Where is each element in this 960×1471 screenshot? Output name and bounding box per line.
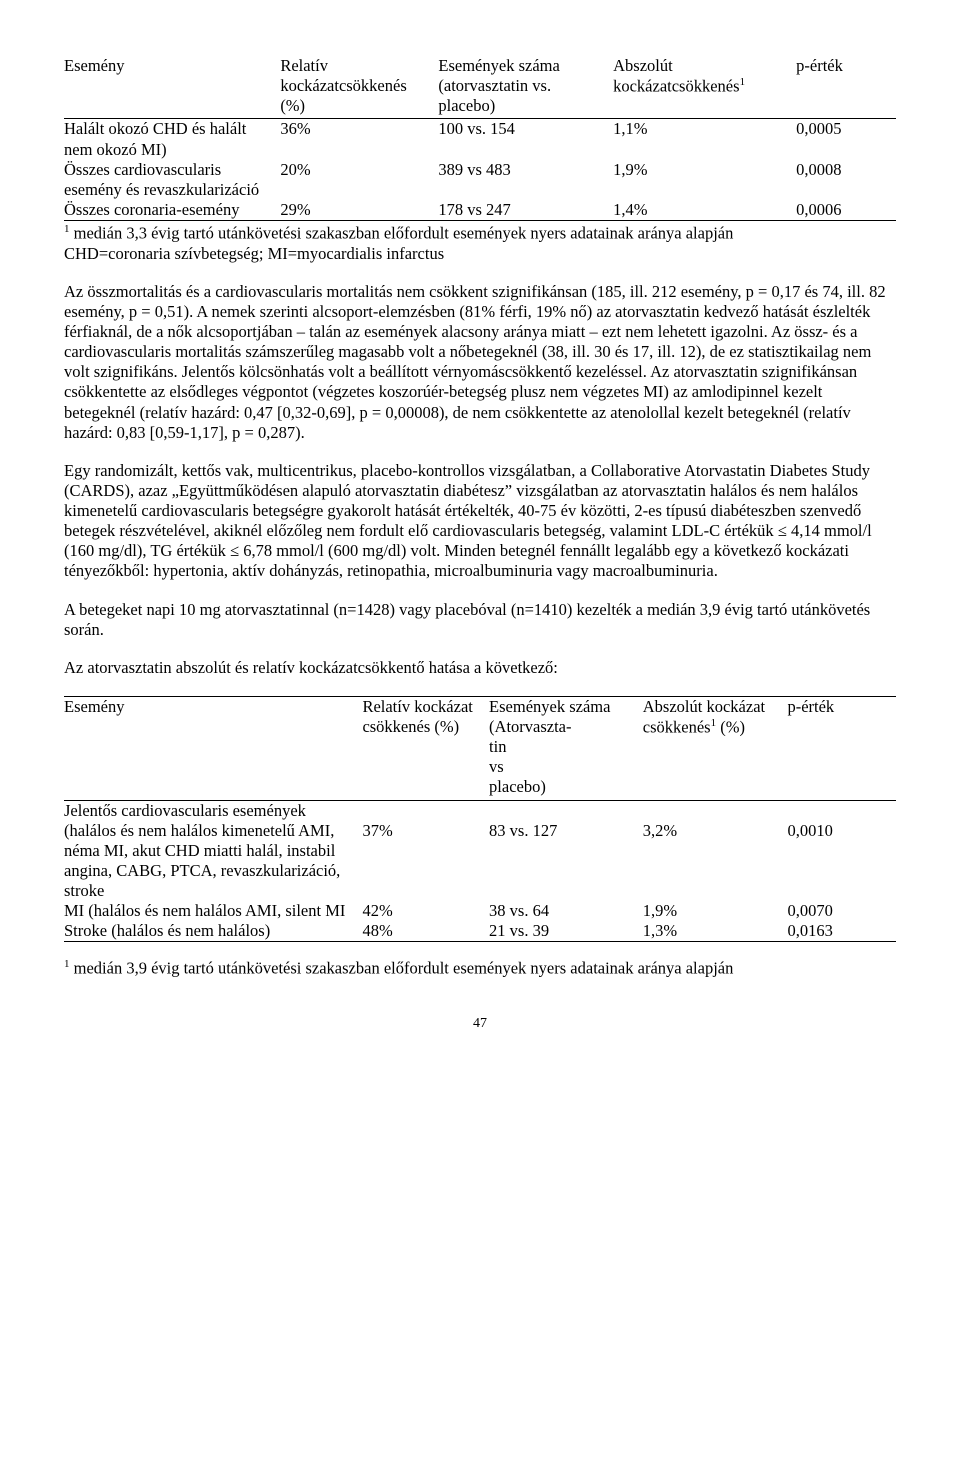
table-row: Stroke (halálos és nem halálos) 48% 21 v… — [64, 921, 896, 942]
table-header-row: Esemény Relatív kockázatcsökkenés (%) Es… — [64, 56, 896, 119]
table-row: Összes cardiovascularis esemény és revas… — [64, 160, 896, 200]
ascot-table: Esemény Relatív kockázatcsökkenés (%) Es… — [64, 56, 896, 221]
paragraph-cards-dosing: A betegeket napi 10 mg atorvasztatinnal … — [64, 600, 896, 640]
paragraph-cards-lead: Az atorvasztatin abszolút és relatív koc… — [64, 658, 896, 678]
col-relative: Relatív kockázat csökkenés (%) — [362, 696, 489, 800]
col-absolute: Abszolút kockázatcsökkenés1 — [613, 56, 796, 119]
col-event: Esemény — [64, 56, 280, 119]
paragraph-mortality: Az összmortalitás és a cardiovascularis … — [64, 282, 896, 443]
table-row: MI (halálos és nem halálos AMI, silent M… — [64, 901, 896, 921]
col-event: Esemény — [64, 696, 362, 800]
paragraph-cards-intro: Egy randomizált, kettős vak, multicentri… — [64, 461, 896, 582]
col-count: Események száma (Atorvaszta- tin vs plac… — [489, 696, 643, 800]
table-header-row: Esemény Relatív kockázat csökkenés (%) E… — [64, 696, 896, 800]
col-count: Események száma (atorvasztatin vs. place… — [438, 56, 613, 119]
table-row: Halált okozó CHD és halált nem okozó MI)… — [64, 119, 896, 160]
table2-footnote: 1 medián 3,9 évig tartó utánkövetési sza… — [64, 958, 896, 979]
table1-footnote: 1 medián 3,3 évig tartó utánkövetési sza… — [64, 223, 896, 244]
table-section-row: Jelentős cardiovascularis események — [64, 800, 896, 821]
page-number: 47 — [64, 1015, 896, 1032]
table1-footnote2: CHD=coronaria szívbetegség; MI=myocardia… — [64, 244, 896, 264]
col-absolute: Abszolút kockázat csökkenés1 (%) — [643, 696, 788, 800]
col-pval: p-érték — [796, 56, 896, 119]
cards-table: Esemény Relatív kockázat csökkenés (%) E… — [64, 696, 896, 943]
col-pval: p-érték — [787, 696, 896, 800]
col-relative: Relatív kockázatcsökkenés (%) — [280, 56, 438, 119]
table-row: (halálos és nem halálos kimenetelű AMI, … — [64, 821, 896, 902]
table-row: Összes coronaria-esemény 29% 178 vs 247 … — [64, 200, 896, 221]
